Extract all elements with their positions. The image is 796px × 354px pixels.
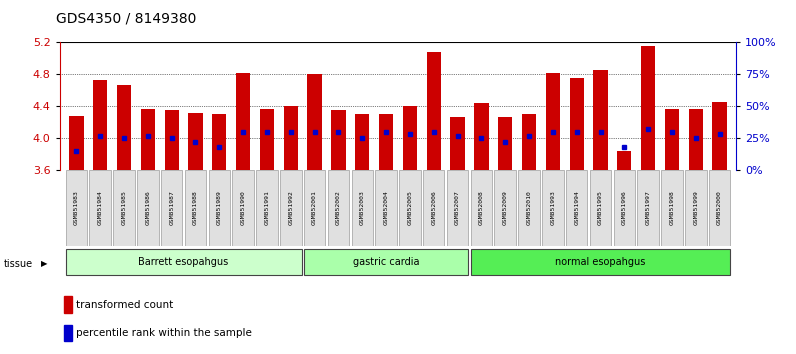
Text: GSM851986: GSM851986 xyxy=(146,190,150,225)
Bar xyxy=(209,170,230,246)
Text: GSM851999: GSM851999 xyxy=(693,190,698,225)
Bar xyxy=(661,170,683,246)
Text: GSM852007: GSM852007 xyxy=(455,190,460,225)
Text: GSM852005: GSM852005 xyxy=(408,190,412,225)
Text: transformed count: transformed count xyxy=(76,300,174,310)
Text: percentile rank within the sample: percentile rank within the sample xyxy=(76,328,252,338)
Bar xyxy=(689,109,703,170)
Text: Barrett esopahgus: Barrett esopahgus xyxy=(139,257,228,267)
Bar xyxy=(355,114,369,170)
Text: GSM852003: GSM852003 xyxy=(360,190,365,225)
Bar xyxy=(470,249,731,275)
Text: GSM851997: GSM851997 xyxy=(646,190,650,225)
Bar xyxy=(685,170,707,246)
Bar xyxy=(117,85,131,170)
Text: GSM851994: GSM851994 xyxy=(574,190,579,225)
Bar xyxy=(451,116,465,170)
Bar xyxy=(542,170,564,246)
Bar xyxy=(427,52,441,170)
Bar xyxy=(447,170,468,246)
Bar xyxy=(665,109,679,170)
Bar xyxy=(569,78,583,170)
Bar xyxy=(331,110,345,170)
Bar xyxy=(283,106,298,170)
Text: gastric cardia: gastric cardia xyxy=(353,257,419,267)
Text: GSM852008: GSM852008 xyxy=(479,190,484,225)
Bar xyxy=(498,116,513,170)
Bar xyxy=(280,170,302,246)
Bar xyxy=(423,170,444,246)
Text: GDS4350 / 8149380: GDS4350 / 8149380 xyxy=(57,12,197,26)
Bar xyxy=(64,325,72,341)
Text: GSM851993: GSM851993 xyxy=(550,190,556,225)
Bar xyxy=(259,109,274,170)
Bar xyxy=(546,73,560,170)
Bar xyxy=(403,106,417,170)
Bar xyxy=(93,80,107,170)
Bar xyxy=(256,170,278,246)
Bar xyxy=(328,170,349,246)
Bar xyxy=(470,170,492,246)
Text: GSM852000: GSM852000 xyxy=(717,190,722,225)
Bar xyxy=(113,170,135,246)
Text: GSM851991: GSM851991 xyxy=(264,190,270,225)
Bar xyxy=(399,170,420,246)
Bar xyxy=(614,170,635,246)
Bar xyxy=(161,170,182,246)
Text: tissue: tissue xyxy=(4,259,33,269)
Bar xyxy=(304,249,468,275)
Bar xyxy=(89,170,111,246)
Bar xyxy=(590,170,611,246)
Bar xyxy=(474,103,489,170)
Bar xyxy=(641,46,655,170)
Text: GSM852010: GSM852010 xyxy=(526,190,532,225)
Bar xyxy=(165,110,179,170)
Text: GSM851987: GSM851987 xyxy=(170,190,174,225)
Text: ▶: ▶ xyxy=(41,259,48,268)
Text: GSM851985: GSM851985 xyxy=(122,190,127,225)
Text: GSM852004: GSM852004 xyxy=(384,190,388,225)
Bar xyxy=(64,296,72,313)
Bar xyxy=(379,114,393,170)
Bar xyxy=(185,170,206,246)
Bar xyxy=(232,170,254,246)
Text: GSM851983: GSM851983 xyxy=(74,190,79,225)
Bar xyxy=(141,109,155,170)
Bar xyxy=(593,69,607,170)
Text: GSM851995: GSM851995 xyxy=(598,190,603,225)
Bar xyxy=(307,74,322,170)
Bar xyxy=(712,102,727,170)
Bar xyxy=(617,151,631,170)
Text: GSM851984: GSM851984 xyxy=(98,190,103,225)
Bar xyxy=(69,116,84,170)
Bar xyxy=(65,170,87,246)
Text: GSM852006: GSM852006 xyxy=(431,190,436,225)
Text: GSM851992: GSM851992 xyxy=(288,190,293,225)
Bar xyxy=(566,170,587,246)
Text: GSM851996: GSM851996 xyxy=(622,190,626,225)
Text: GSM851989: GSM851989 xyxy=(217,190,222,225)
Bar xyxy=(376,170,397,246)
Bar xyxy=(494,170,516,246)
Bar xyxy=(304,170,326,246)
Bar xyxy=(638,170,659,246)
Text: GSM851990: GSM851990 xyxy=(240,190,246,225)
Bar xyxy=(518,170,540,246)
Text: GSM851998: GSM851998 xyxy=(669,190,674,225)
Text: GSM852002: GSM852002 xyxy=(336,190,341,225)
Bar xyxy=(352,170,373,246)
Bar xyxy=(189,113,203,170)
Bar xyxy=(236,73,250,170)
Bar xyxy=(522,114,537,170)
Text: GSM851988: GSM851988 xyxy=(193,190,198,225)
Text: GSM852001: GSM852001 xyxy=(312,190,317,225)
Bar xyxy=(65,249,302,275)
Bar xyxy=(709,170,731,246)
Bar xyxy=(213,114,227,170)
Text: GSM852009: GSM852009 xyxy=(503,190,508,225)
Bar xyxy=(137,170,158,246)
Text: normal esopahgus: normal esopahgus xyxy=(556,257,646,267)
